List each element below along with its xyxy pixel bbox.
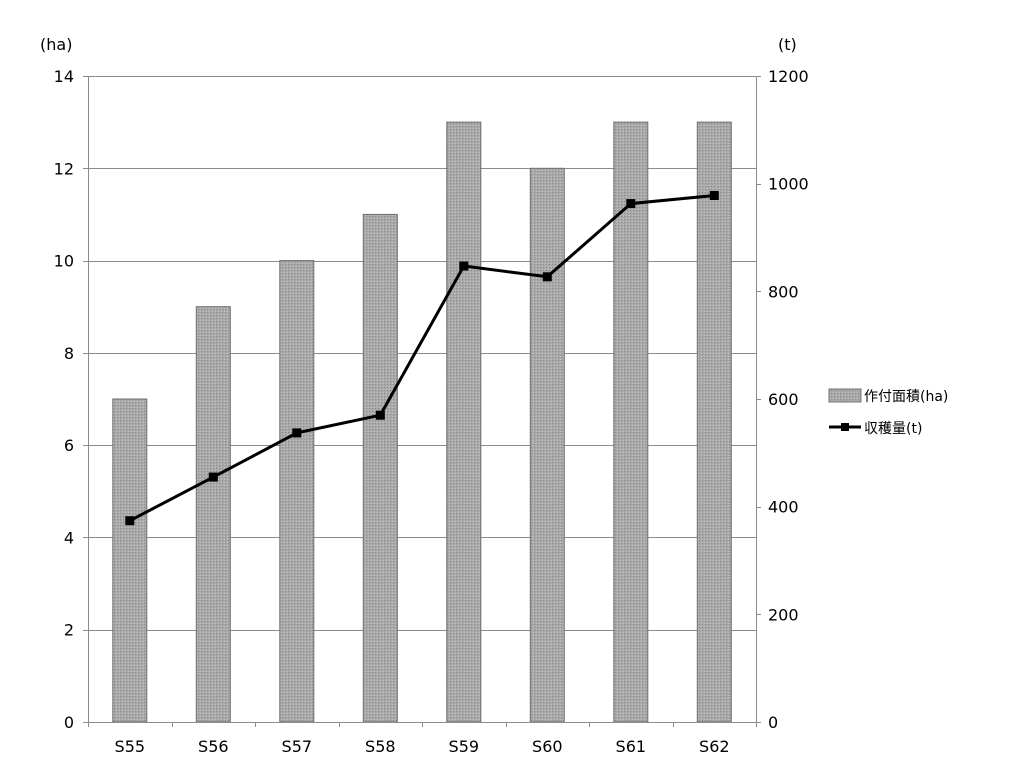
left-tick-label: 4 bbox=[64, 528, 74, 547]
left-tick-label: 0 bbox=[64, 713, 74, 732]
yield-point-S58 bbox=[375, 410, 385, 420]
right-tick-label: 200 bbox=[768, 605, 799, 624]
yield-point-S62 bbox=[709, 191, 719, 200]
left-tick-label: 14 bbox=[54, 67, 74, 86]
right-axis-unit: (t) bbox=[778, 35, 797, 54]
bar-S59 bbox=[446, 121, 482, 723]
legend-line-marker bbox=[841, 423, 849, 431]
left-axis-unit: (ha) bbox=[40, 35, 72, 54]
bar-S56 bbox=[195, 306, 231, 723]
right-tick-label: 1200 bbox=[768, 67, 809, 86]
left-tick-label: 8 bbox=[64, 344, 74, 363]
bar-S62 bbox=[696, 121, 732, 723]
legend: 作付面積(ha) 収穫量(t) bbox=[828, 388, 948, 437]
x-tick-label-S56: S56 bbox=[198, 737, 229, 756]
tick-labels: 0 2 4 6 8 10 12 14 0 200 400 600 800 1000 1200 S55 S56 S5… bbox=[54, 67, 809, 756]
yield-point-S60 bbox=[542, 272, 552, 282]
bar-S58 bbox=[362, 213, 398, 723]
yield-point-S56 bbox=[208, 472, 218, 482]
x-tick-label-S57: S57 bbox=[282, 737, 313, 756]
right-tick-label: 1000 bbox=[768, 175, 809, 194]
left-tick-label: 2 bbox=[64, 621, 74, 640]
yield-point-S57 bbox=[292, 428, 302, 438]
legend-label-area: 作付面積(ha) bbox=[864, 389, 948, 405]
x-tick-label-S55: S55 bbox=[115, 737, 146, 756]
bar-series bbox=[112, 121, 732, 723]
yield-line bbox=[129, 194, 715, 523]
x-tick-label-S60: S60 bbox=[532, 737, 563, 756]
x-tick-label-S58: S58 bbox=[365, 737, 396, 756]
bar-S60 bbox=[529, 167, 565, 723]
yield-point-S59 bbox=[459, 261, 469, 271]
bar-S57 bbox=[279, 260, 315, 723]
line-series bbox=[125, 191, 719, 526]
right-tick-label: 800 bbox=[768, 282, 799, 301]
yield-point-S55 bbox=[125, 516, 135, 526]
x-tick-label-S59: S59 bbox=[449, 737, 480, 756]
legend-bar-swatch bbox=[828, 388, 862, 403]
right-tick-label: 600 bbox=[768, 390, 799, 409]
yield-point-S61 bbox=[626, 199, 636, 209]
left-tick-label: 10 bbox=[54, 252, 74, 271]
gridlines bbox=[88, 76, 756, 631]
left-tick-label: 6 bbox=[64, 436, 74, 455]
x-tick-label-S61: S61 bbox=[616, 737, 647, 756]
x-tick-label-S62: S62 bbox=[699, 737, 730, 756]
legend-label-yield: 収穫量(t) bbox=[864, 421, 922, 437]
bar-S55 bbox=[112, 398, 148, 723]
left-tick-label: 12 bbox=[54, 159, 74, 178]
right-tick-label: 0 bbox=[768, 713, 778, 732]
right-tick-label: 400 bbox=[768, 498, 799, 517]
axes bbox=[83, 76, 761, 727]
